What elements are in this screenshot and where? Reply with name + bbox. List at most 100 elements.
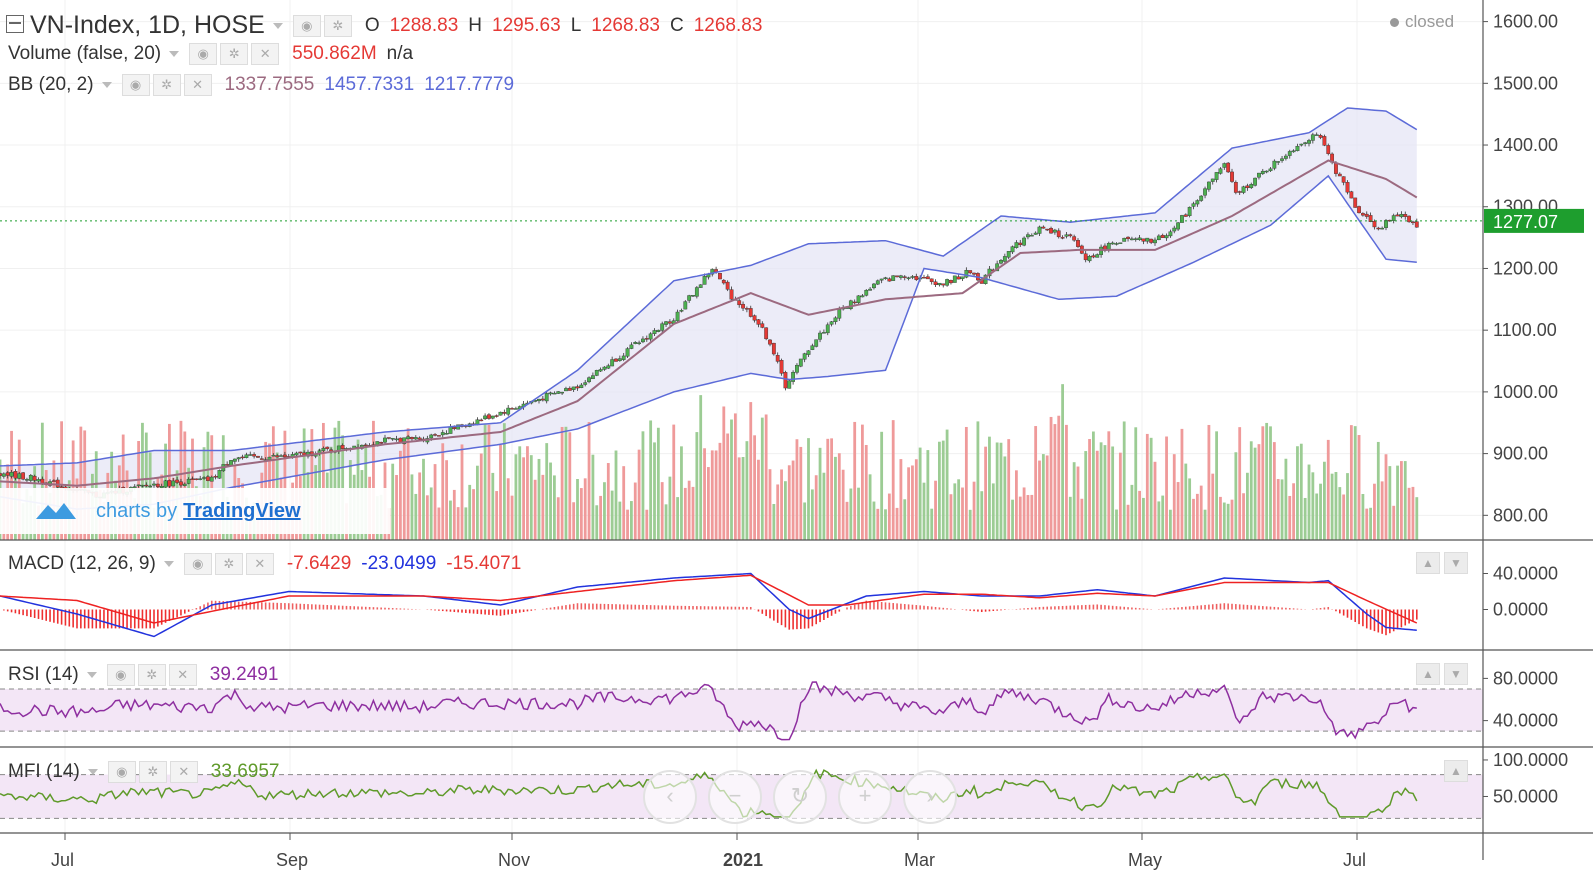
candle-body [1310, 134, 1315, 141]
candle-body [1187, 206, 1192, 216]
volume-bar [1084, 451, 1088, 540]
chevron-down-icon[interactable] [87, 769, 98, 775]
volume-bar [221, 435, 225, 540]
gear-icon[interactable]: ✲ [137, 664, 166, 686]
volume-bar [953, 483, 957, 540]
volume-bar [452, 489, 456, 540]
candle-body [1118, 242, 1123, 244]
zoom-out-button[interactable]: − [708, 770, 762, 824]
close-icon[interactable]: ✕ [183, 74, 212, 96]
chevron-down-icon[interactable] [169, 51, 180, 57]
volume-bar [941, 440, 945, 540]
pane-move-up-icon[interactable]: ▲ [1416, 663, 1440, 685]
eye-icon[interactable]: ◉ [121, 74, 150, 96]
rsi-indicator-name[interactable]: RSI (14) [8, 664, 79, 685]
candle-body [937, 282, 942, 286]
volume-bar [1022, 487, 1026, 540]
volume-bar [891, 420, 895, 540]
volume-bar [271, 426, 275, 540]
volume-bar [961, 487, 964, 540]
volume-bar [1130, 484, 1134, 540]
candle-body [1076, 240, 1080, 247]
candle-body [929, 278, 934, 282]
eye-icon[interactable]: ◉ [107, 761, 136, 783]
volume-bar [526, 446, 529, 540]
gear-icon[interactable]: ✲ [220, 43, 249, 65]
candle-body [856, 295, 861, 303]
candle-body [198, 478, 203, 480]
volume-bar [568, 432, 572, 540]
gear-icon[interactable]: ✲ [152, 74, 181, 96]
volume-bar [1118, 452, 1122, 540]
eye-icon[interactable]: ◉ [106, 664, 135, 686]
tradingview-branding[interactable]: charts by TradingView [0, 488, 390, 534]
close-icon[interactable]: ✕ [245, 553, 274, 575]
ohlc-high-value: 1295.63 [492, 14, 561, 36]
macd-histogram-value: -7.6429 [286, 553, 352, 574]
chevron-down-icon[interactable] [163, 561, 174, 567]
volume-bar [1157, 501, 1161, 540]
volume-bar [210, 435, 214, 540]
volume-bar [1099, 442, 1103, 540]
macd-signal-line [0, 574, 1418, 624]
pane-move-down-icon[interactable]: ▼ [1444, 663, 1468, 685]
candle-body [202, 477, 206, 479]
volume-indicator-name[interactable]: Volume (false, 20) [8, 43, 162, 64]
eye-icon[interactable]: ◉ [292, 14, 321, 37]
eye-icon[interactable]: ◉ [183, 553, 212, 575]
bb-indicator-name[interactable]: BB (20, 2) [8, 74, 94, 95]
volume-bar [1030, 494, 1034, 540]
volume-bar [1153, 461, 1157, 540]
volume-bar [1349, 425, 1353, 540]
chevron-down-icon[interactable] [101, 82, 112, 88]
eye-icon[interactable]: ◉ [189, 43, 218, 65]
symbol-title[interactable]: VN-Index, 1D, HOSE [30, 11, 265, 39]
time-axis-label: Mar [904, 850, 935, 870]
gear-icon[interactable]: ✲ [214, 553, 243, 575]
chevron-down-icon[interactable] [86, 672, 97, 678]
pane-move-down-icon[interactable]: ▼ [1444, 552, 1468, 574]
volume-bar [999, 442, 1003, 540]
volume-bar [576, 478, 579, 540]
mfi-indicator-name[interactable]: MFI (14) [8, 761, 80, 782]
volume-bar [1357, 435, 1361, 540]
close-icon[interactable]: ✕ [168, 664, 197, 686]
gear-icon[interactable]: ✲ [323, 14, 352, 37]
time-axis-label: Sep [276, 850, 308, 870]
macd-indicator-name[interactable]: MACD (12, 26, 9) [8, 553, 156, 574]
price-axis-label: 1500.00 [1493, 73, 1558, 93]
candle-body [510, 408, 514, 410]
candle-body [1218, 168, 1223, 174]
volume-bar [1041, 454, 1045, 540]
volume-bar [1334, 472, 1338, 540]
candle-body [1029, 234, 1034, 237]
close-icon[interactable]: ✕ [169, 761, 198, 783]
candle-body [664, 321, 668, 325]
candle-body [1326, 145, 1331, 154]
candle-body [1172, 227, 1177, 232]
gear-icon[interactable]: ✲ [138, 761, 167, 783]
price-axis-label: 1000.00 [1493, 382, 1558, 402]
branding-brand-link[interactable]: TradingView [183, 499, 301, 522]
scroll-back-button[interactable]: ‹ [643, 770, 697, 824]
pane-move-up-icon[interactable]: ▲ [1416, 552, 1440, 574]
candle-body [1056, 230, 1061, 238]
volume-bar [938, 441, 941, 540]
pane-move-up-icon[interactable]: ▲ [1444, 760, 1468, 782]
scroll-forward-button[interactable]: › [903, 770, 957, 824]
candle-body [814, 339, 819, 347]
volume-bar [687, 480, 691, 540]
volume-bar [1280, 479, 1284, 540]
chevron-down-icon[interactable] [272, 22, 283, 29]
volume-bar [1034, 426, 1038, 540]
candle-body [1141, 238, 1146, 242]
zoom-in-button[interactable]: + [838, 770, 892, 824]
reset-chart-button[interactable]: ↻ [773, 770, 827, 824]
close-icon[interactable]: ✕ [251, 43, 280, 65]
candle-body [1253, 177, 1258, 186]
hamburger-menu-icon[interactable] [6, 15, 24, 33]
candle-body [1045, 228, 1050, 231]
volume-bar [668, 476, 672, 540]
candle-body [9, 472, 14, 477]
